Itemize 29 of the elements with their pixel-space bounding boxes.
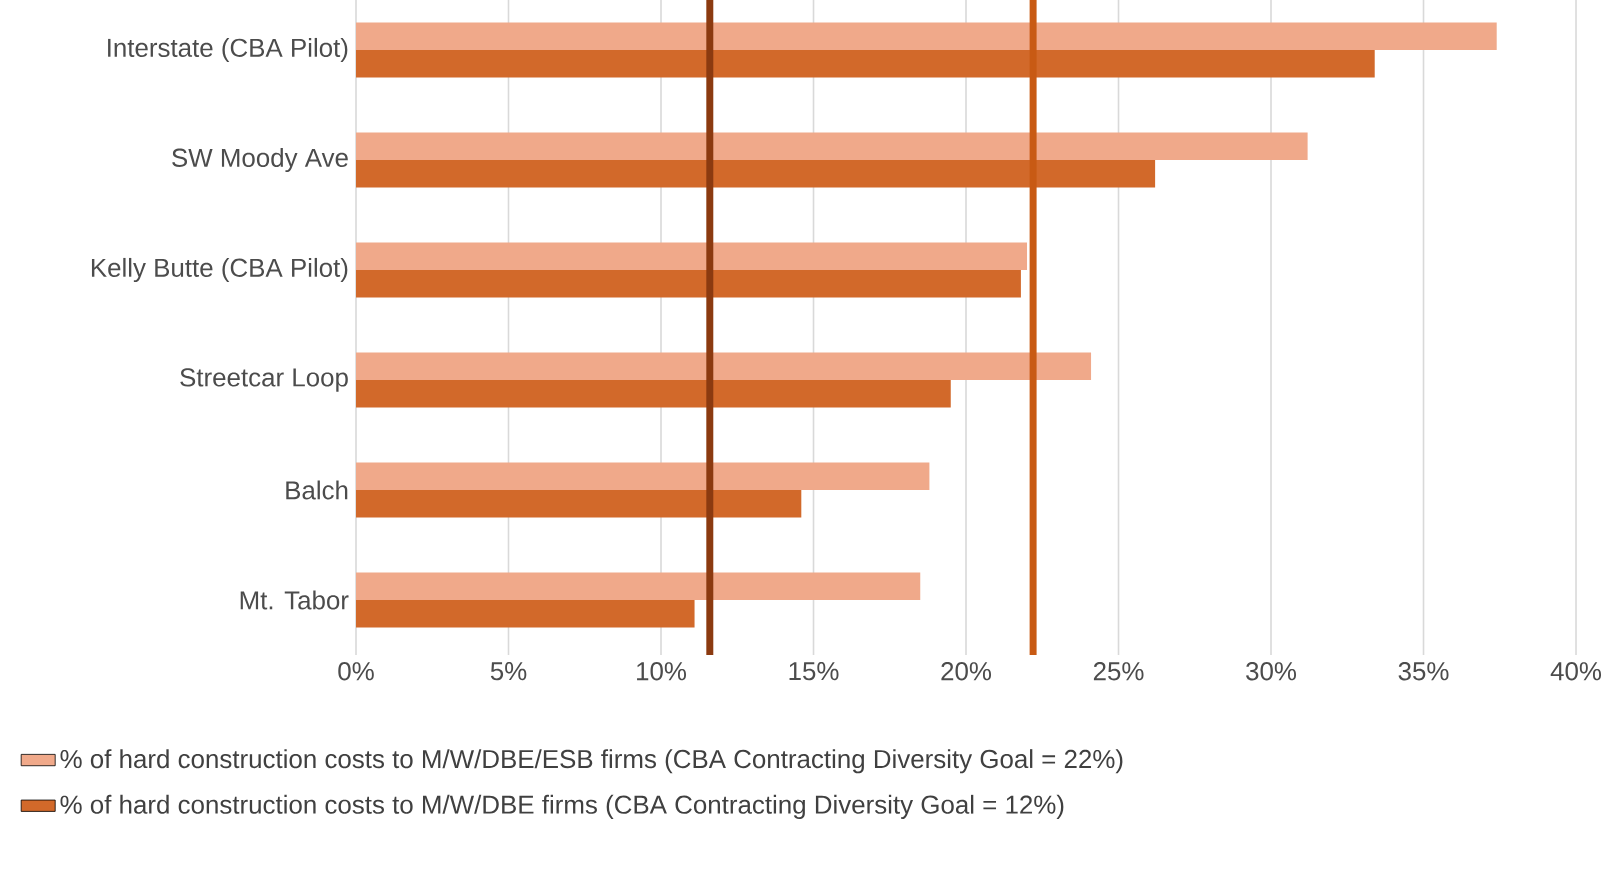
bar [356, 572, 921, 601]
bar [356, 352, 1092, 381]
legend-label: % of hard construction costs to M/W/DBE/ESB firms (CBA Contracting Diversity Goal = 22%) [60, 749, 1123, 774]
y-tick-label: Streetcar Loop [180, 368, 348, 392]
bar [356, 270, 1021, 298]
bar [356, 600, 695, 628]
legend-label: % of hard construction costs to M/W/DBE firms (CBA Contracting Diversity Goal = 12%) [60, 794, 1064, 819]
x-tick-label: 10% [637, 662, 687, 681]
bar [356, 50, 1375, 78]
bar [356, 160, 1156, 188]
x-tick-label: 30% [1246, 662, 1297, 681]
x-tick-label: 5% [490, 662, 527, 681]
x-tick-label: 40% [1550, 662, 1602, 681]
x-tick-label: 25% [1093, 662, 1144, 681]
bar [356, 490, 802, 518]
x-tick-label: 15% [789, 662, 839, 681]
y-tick-label: SW Moody Ave [172, 147, 348, 173]
bar [356, 380, 951, 408]
x-tick-label: 35% [1398, 662, 1449, 681]
bar [356, 22, 1497, 51]
bar [356, 462, 930, 491]
y-tick-label: Interstate (CBA Pilot) [108, 37, 348, 63]
x-tick-label: 0% [338, 662, 374, 681]
bar [356, 242, 1028, 271]
bar [356, 132, 1308, 161]
y-tick-label: Balch [286, 480, 348, 500]
x-tick-label: 20% [941, 662, 992, 681]
y-tick-label: Mt. Tabor [240, 590, 349, 610]
y-tick-label: Kelly Butte (CBA Pilot) [91, 257, 348, 283]
